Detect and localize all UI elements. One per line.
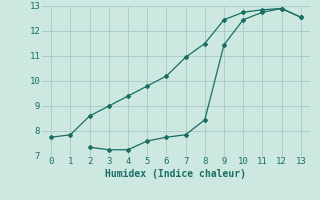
X-axis label: Humidex (Indice chaleur): Humidex (Indice chaleur) [106, 169, 246, 179]
